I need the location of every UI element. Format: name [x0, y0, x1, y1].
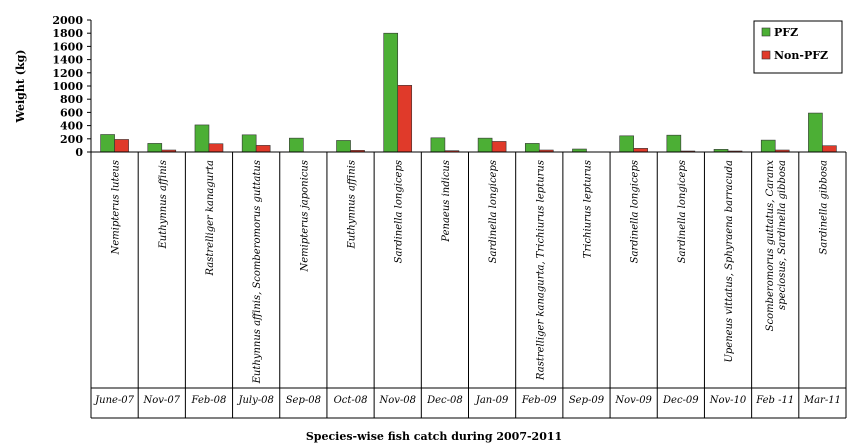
species-label-line: Nemipterus japonicus [299, 160, 310, 273]
pfz-bar [524, 143, 540, 153]
x-tick-label: Nov-07 [143, 395, 181, 406]
pfz-bar [760, 139, 776, 153]
species-label: Nemipterus japonicus [299, 160, 310, 273]
species-label: Sardinella longiceps [488, 160, 499, 263]
x-tick-label: Dec-08 [426, 395, 463, 406]
legend-label: PFZ [774, 26, 798, 39]
non-pfz-bar [822, 145, 837, 153]
species-label-line: Euthynnus affinis, Scomberomorus guttatu… [252, 160, 263, 384]
pfz-bar [383, 32, 399, 153]
x-axis-title: Species-wise fish catch during 2007-2011 [306, 430, 562, 443]
pfz-bar [100, 134, 115, 153]
non-pfz-bar [491, 141, 507, 153]
x-tick-label: July-08 [236, 395, 273, 406]
species-label: Trichiurus lepturus [582, 160, 593, 258]
x-tick-label: Nov-08 [378, 395, 416, 406]
species-label-line: Sardinella longiceps [677, 160, 688, 263]
species-label: Rastrelliger kanagurta, Trichiurus leptu… [535, 160, 546, 381]
y-tick-label: 0 [75, 146, 83, 159]
y-tick-label: 600 [60, 106, 83, 119]
pfz-bar [241, 134, 257, 153]
non-pfz-bar [114, 139, 129, 153]
species-label: Euthynnus affinis [158, 160, 169, 250]
x-tick-label: Nov-09 [614, 395, 652, 406]
axes [87, 19, 846, 153]
species-label: Rastrelliger kanagurta [205, 160, 216, 277]
species-label-line: Sardinella gibbosa [818, 160, 829, 255]
legend-label: Non-PFZ [774, 49, 828, 62]
x-tick-label: Dec-09 [662, 395, 699, 406]
x-tick-label: June-07 [93, 395, 135, 406]
y-tick-label: 1600 [52, 40, 83, 53]
species-label-line: Trichiurus lepturus [582, 160, 593, 258]
chart-frame [90, 152, 847, 419]
pfz-bar [430, 137, 446, 153]
legend: PFZ Non-PFZ [753, 20, 843, 74]
y-tick-label: 1000 [52, 80, 83, 93]
legend-swatch-non-pfz [761, 50, 771, 60]
species-label-line: Scomberomorus guttatus, Caranx [765, 160, 776, 332]
non-pfz-bar [208, 143, 224, 153]
non-pfz-bar [255, 145, 271, 153]
species-label: Nemipterus luteus [111, 160, 122, 255]
y-tick-label: 1800 [52, 27, 83, 40]
species-label-line: Sardinella longiceps [630, 160, 641, 263]
species-label-line: Rastrelliger kanagurta, Trichiurus leptu… [535, 160, 546, 381]
legend-swatch-pfz [761, 27, 771, 37]
y-tick-label: 2000 [52, 14, 83, 27]
x-tick-label: Oct-08 [334, 395, 368, 406]
species-label-line: Penaeus indicus [441, 160, 452, 243]
species-label: Sardinella longiceps [677, 160, 688, 263]
species-label: Euthynnus affinis [347, 160, 358, 250]
species-label: Euthynnus affinis, Scomberomorus guttatu… [252, 160, 263, 384]
y-axis-title: Weight (kg) [14, 50, 27, 124]
species-label-line: Sardinella longiceps [394, 160, 405, 263]
pfz-bar [477, 137, 493, 153]
y-tick-label: 200 [60, 133, 83, 146]
x-tick-label: Jan-09 [474, 395, 509, 406]
pfz-bar [619, 135, 634, 153]
pfz-bar [808, 112, 823, 153]
pfz-bar [289, 137, 304, 153]
x-tick-label: Feb-08 [191, 395, 227, 406]
x-tick-label: Sep-09 [569, 395, 605, 406]
pfz-bar [194, 124, 210, 153]
x-tick-label: Feb -11 [755, 395, 794, 406]
y-tick-label: 1400 [52, 54, 83, 67]
bars [100, 32, 837, 153]
species-label: Penaeus indicus [441, 160, 452, 243]
x-tick-label: Sep-08 [286, 395, 321, 406]
pfz-bar [336, 140, 351, 153]
x-tick-label: Feb-09 [521, 395, 557, 406]
species-label: Sardinella gibbosa [818, 160, 829, 255]
species-label-line: Nemipterus luteus [111, 160, 122, 255]
species-label-line: Euthynnus affinis [347, 160, 358, 250]
species-label-line: Sardinella longiceps [488, 160, 499, 263]
species-label-line: Rastrelliger kanagurta [205, 160, 216, 277]
non-pfz-bar [397, 85, 413, 153]
pfz-bar [147, 143, 163, 153]
species-label-line: Euthynnus affinis [158, 160, 169, 250]
pfz-bar [666, 134, 682, 153]
y-tick-label: 400 [60, 120, 83, 133]
species-label: Sardinella longiceps [394, 160, 405, 263]
species-label: Sardinella longiceps [630, 160, 641, 263]
x-tick-label: Nov-10 [709, 395, 747, 406]
y-tick-label: 800 [60, 93, 83, 106]
species-label: Upeneus vittatus, Sphyraena barracuda [724, 160, 735, 363]
species-label: Scomberomorus guttatus, Caranx speciosus,… [765, 160, 788, 332]
species-label-line: speciosus, Sardinella gibbosa [777, 160, 788, 310]
non-pfz-bar [633, 148, 648, 153]
x-tick-label: Mar-11 [803, 395, 841, 406]
species-label-line: Upeneus vittatus, Sphyraena barracuda [724, 160, 735, 363]
y-tick-label: 1200 [52, 67, 83, 80]
